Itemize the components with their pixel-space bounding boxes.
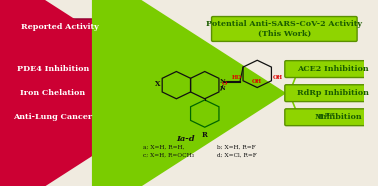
Text: Anti-Lung Cancer: Anti-Lung Cancer [14,113,93,121]
Text: a; X=H, R=H,: a; X=H, R=H, [143,144,184,149]
Text: c; X=H, R=OCH₃: c; X=H, R=OCH₃ [143,153,194,157]
FancyBboxPatch shape [285,109,378,126]
FancyBboxPatch shape [4,85,102,102]
Text: Reported Activity: Reported Activity [21,23,99,31]
FancyBboxPatch shape [4,61,102,78]
Text: N: N [220,79,226,84]
Text: ACE2 Inhibition: ACE2 Inhibition [297,65,368,73]
Text: Iron Chelation: Iron Chelation [20,89,85,97]
FancyBboxPatch shape [285,61,378,78]
Text: O: O [222,81,227,86]
Text: X: X [155,80,160,88]
Text: R: R [202,131,208,139]
Text: Potential Anti-SARS-CoV-2 Activity
(This Work): Potential Anti-SARS-CoV-2 Activity (This… [206,20,363,38]
Text: Ia-d: Ia-d [176,135,194,143]
Text: pro: pro [325,112,334,117]
Text: HO: HO [232,75,242,80]
Text: OH: OH [273,75,282,80]
FancyBboxPatch shape [285,85,378,102]
FancyBboxPatch shape [4,109,102,126]
Text: b; X=H, R=F: b; X=H, R=F [217,144,256,149]
Text: d; X=Cl, R=F: d; X=Cl, R=F [217,153,257,157]
Text: OH: OH [252,79,262,84]
Text: RdRp Inhibition: RdRp Inhibition [297,89,369,97]
FancyBboxPatch shape [212,17,357,41]
FancyBboxPatch shape [10,19,109,36]
Text: Inhibition: Inhibition [318,113,363,121]
Text: M: M [314,113,324,121]
Text: PDE4 Inhibition: PDE4 Inhibition [17,65,89,73]
Text: N: N [220,86,226,91]
